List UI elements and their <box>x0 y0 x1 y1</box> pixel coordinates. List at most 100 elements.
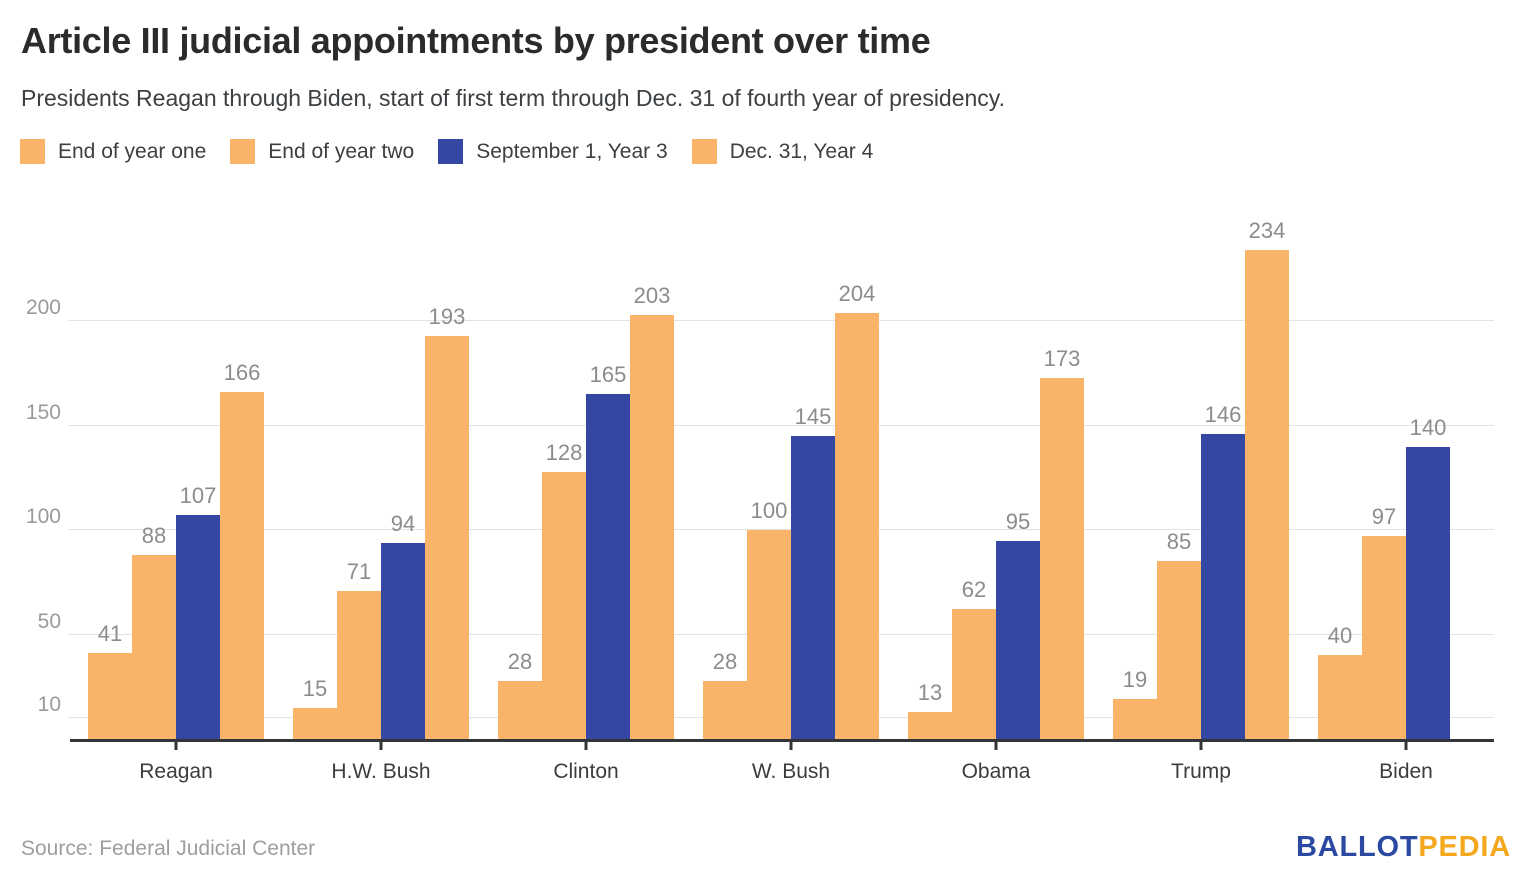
gridline <box>68 424 1494 426</box>
bar <box>1040 377 1084 739</box>
gridline <box>68 320 1494 322</box>
bar-value-label: 97 <box>1371 504 1397 530</box>
bar <box>747 530 791 739</box>
bar <box>791 436 835 739</box>
legend-label: September 1, Year 3 <box>476 139 668 163</box>
x-axis-tick <box>379 742 383 750</box>
x-axis-label: Biden <box>1379 760 1433 783</box>
bar-value-label: 28 <box>712 648 738 674</box>
y-axis-tick-label: 200 <box>25 296 61 320</box>
bar-value-label: 128 <box>545 439 583 465</box>
x-axis-label: Obama <box>961 760 1031 783</box>
bar-value-label: 95 <box>1005 508 1031 534</box>
bar <box>703 680 747 739</box>
bar-value-label: 100 <box>750 498 788 524</box>
bar-value-label: 41 <box>97 621 123 647</box>
bar-group-biden: 40 97 140 <box>1318 200 1494 739</box>
bar-value-label: 166 <box>223 360 261 386</box>
chart-subtitle: Presidents Reagan through Biden, start o… <box>21 85 1005 111</box>
bar-value-label: 88 <box>141 523 167 549</box>
x-axis-label: Clinton <box>553 760 619 783</box>
bar <box>1201 434 1245 739</box>
bar-value-label: 85 <box>1166 529 1192 555</box>
bar-value-label: 234 <box>1248 218 1286 244</box>
legend-label: End of year one <box>58 139 207 163</box>
bar-value-label: 145 <box>794 404 832 430</box>
x-axis-label: Reagan <box>139 760 213 783</box>
source-note: Source: Federal Judicial Center <box>21 837 316 860</box>
bar <box>586 394 630 739</box>
bar <box>425 335 469 739</box>
bar-value-label: 140 <box>1409 414 1447 440</box>
x-axis-tick <box>994 742 998 750</box>
legend-item: End of year two <box>230 139 414 164</box>
x-axis-label: H.W. Bush <box>331 760 431 783</box>
y-axis-tick-label: 50 <box>37 609 61 633</box>
legend-item: End of year one <box>20 139 206 164</box>
bar-value-label: 146 <box>1204 402 1242 427</box>
bar-value-label: 193 <box>428 303 466 329</box>
bar <box>542 471 586 739</box>
bar <box>1113 699 1157 739</box>
bar-value-label: 13 <box>917 679 943 705</box>
bar <box>996 540 1040 739</box>
bar <box>908 711 952 739</box>
x-axis-tick <box>174 742 178 750</box>
bar <box>1362 536 1406 739</box>
bar-value-label: 165 <box>589 362 627 388</box>
bar <box>1406 446 1450 739</box>
x-axis-tick <box>584 742 588 750</box>
bar-value-label: 15 <box>302 675 328 701</box>
bar <box>88 653 132 739</box>
bar-group-reagan: 41 88 107 166 <box>88 200 264 739</box>
logo-text-ballot: BALLOT <box>1295 831 1419 863</box>
x-axis-tick <box>1199 742 1203 750</box>
legend-swatch <box>230 139 256 164</box>
bar-group-trump: 19 85 146 234 <box>1113 200 1289 739</box>
bar <box>220 392 264 739</box>
bar <box>381 542 425 739</box>
legend-label: Dec. 31, Year 4 <box>729 139 874 163</box>
legend-label: End of year two <box>268 139 415 163</box>
bar <box>498 680 542 739</box>
gridline <box>68 529 1494 531</box>
bar <box>1318 655 1362 739</box>
bar <box>952 609 996 739</box>
bar-value-label: 203 <box>633 282 671 308</box>
legend-swatch <box>438 139 464 164</box>
y-axis-tick-label: 10 <box>37 693 61 717</box>
bar <box>1245 250 1289 739</box>
x-axis-label: Trump <box>1171 760 1231 783</box>
bar <box>132 555 176 739</box>
bar <box>176 515 220 739</box>
x-axis-label: W. Bush <box>751 760 831 783</box>
bar-value-label: 40 <box>1327 623 1353 649</box>
bar-group-obama: 13 62 95 173 <box>908 200 1084 739</box>
legend-swatch <box>20 139 45 164</box>
bar <box>835 312 879 739</box>
legend-item: Dec. 31, Year 4 <box>691 139 874 164</box>
y-axis-tick-label: 100 <box>25 505 61 529</box>
legend-swatch <box>691 139 717 164</box>
bar-value-label: 62 <box>961 577 987 603</box>
bar-group-w-bush: 28 100 145 204 <box>703 200 879 739</box>
bar <box>337 590 381 739</box>
y-axis-tick-label: 150 <box>25 400 61 424</box>
bar-value-label: 71 <box>346 558 372 584</box>
bar-group-clinton: 28 128 165 203 <box>498 200 674 739</box>
bar <box>1157 561 1201 739</box>
bar-value-label: 28 <box>507 648 533 674</box>
bar-group-h-w-bush: 15 71 94 193 <box>293 200 469 739</box>
bar <box>293 707 337 739</box>
bar-value-label: 94 <box>390 510 416 536</box>
bar-chart-plot-area: 10 50 100 150 200 Reagan 41 88 107 166 H.W. Bush 15… <box>26 200 1494 783</box>
bar <box>630 314 674 739</box>
bar-value-label: 19 <box>1122 667 1148 693</box>
bar-value-label: 204 <box>838 280 876 306</box>
x-axis-tick <box>1404 742 1408 750</box>
chart-title: Article III judicial appointments by pre… <box>21 20 931 61</box>
bar-value-label: 107 <box>179 483 217 509</box>
legend-item: September 1, Year 3 <box>438 139 668 164</box>
x-axis-tick <box>789 742 793 750</box>
